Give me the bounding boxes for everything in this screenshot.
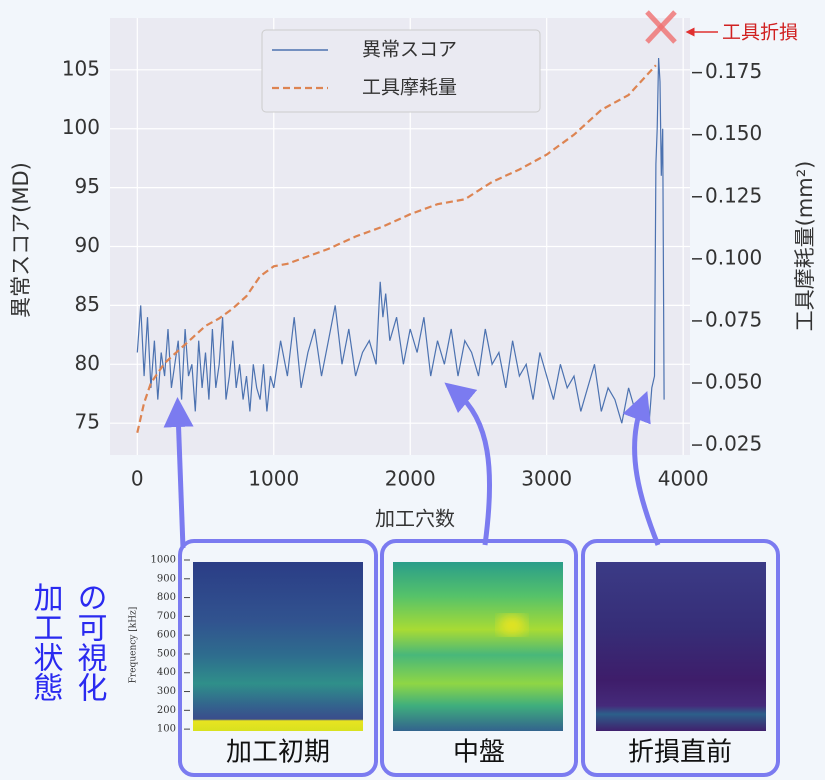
spec-tick-label: 1000: [151, 555, 176, 566]
y2-tick-label: 0.150: [705, 121, 762, 145]
y-axis-label: 異常スコア(MD): [9, 162, 33, 318]
panel-label: 中盤: [453, 738, 505, 768]
x-tick-label: 2000: [385, 467, 436, 491]
vis-title: の可視化: [72, 582, 108, 702]
figure: 0 1000 2000 3000 4000 75 80 85 90 95 100 105 0.025 0.…: [0, 0, 825, 780]
spec-tick-label: 100: [157, 724, 176, 735]
annotation: 工具折損: [722, 22, 798, 44]
spec-tick-label: 200: [157, 705, 176, 716]
y2-axis-label: 工具摩耗量(mm²): [793, 161, 817, 332]
y2-tick-label: 0.050: [705, 369, 762, 393]
spec-tick-label: 500: [157, 648, 176, 659]
spec-tick-label: 800: [157, 592, 176, 603]
panel-label: 折損直前: [628, 738, 732, 768]
y2-tick-label: 0.075: [705, 307, 762, 331]
x-tick-label: 1000: [248, 467, 299, 491]
y-tick-label: 80: [75, 351, 100, 375]
x-tick-label: 0: [131, 467, 144, 491]
spectrogram-y-label: Frequency [kHz]: [129, 607, 139, 684]
y-tick-label: 90: [75, 233, 100, 257]
spec-tick-label: 400: [157, 667, 176, 678]
spec-tick-label: 600: [157, 630, 176, 641]
y-tick-label: 95: [75, 174, 100, 198]
x-axis-label: 加工穴数: [375, 507, 455, 531]
y2-tick-label: 0.175: [705, 59, 762, 83]
panel-label: 加工初期: [226, 738, 330, 768]
legend-label: 異常スコア: [362, 39, 457, 61]
y2-tick-label: 0.025: [705, 432, 762, 456]
spec-tick-label: 300: [157, 686, 176, 697]
x-tick-label: 4000: [658, 467, 709, 491]
y2-tick-label: 0.125: [705, 183, 762, 207]
spec-tick-label: 900: [157, 573, 176, 584]
y-tick-label: 85: [75, 292, 100, 316]
spec-tick-label: 700: [157, 611, 176, 622]
vis-title: 加工状態: [28, 582, 64, 702]
y2-tick-label: 0.100: [705, 245, 762, 269]
legend-label: 工具摩耗量: [362, 77, 457, 99]
y-tick-label: 105: [62, 56, 100, 80]
y-tick-label: 75: [75, 410, 100, 434]
y-tick-label: 100: [62, 115, 100, 139]
x-tick-label: 3000: [521, 467, 572, 491]
